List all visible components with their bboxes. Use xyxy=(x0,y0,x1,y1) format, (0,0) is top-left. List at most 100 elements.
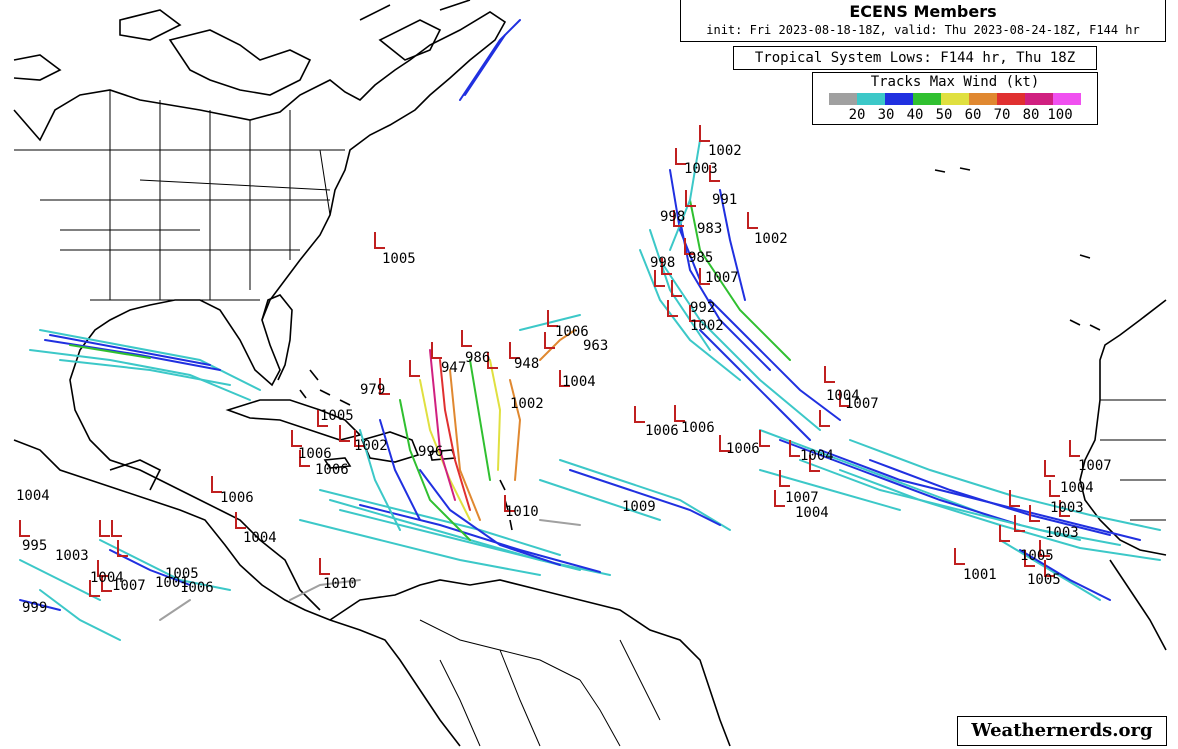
low-pressure-marker xyxy=(824,366,835,383)
pressure-label: 996 xyxy=(418,444,443,460)
low-pressure-marker xyxy=(999,525,1010,542)
pressure-label: 999 xyxy=(22,600,47,616)
pressure-label: 983 xyxy=(697,221,722,237)
low-pressure-marker xyxy=(487,352,498,369)
track-line xyxy=(19,599,61,611)
pressure-label: 1006 xyxy=(298,446,332,462)
low-pressure-marker xyxy=(954,548,965,565)
central-america xyxy=(13,439,461,747)
pressure-label: 1006 xyxy=(645,423,679,439)
system-label: Tropical System Lows: F144 hr, Thu 18Z xyxy=(754,50,1076,66)
watermark: Weathernerds.org xyxy=(957,716,1167,746)
legend-swatch xyxy=(997,93,1025,105)
low-pressure-marker xyxy=(431,342,442,359)
track-line xyxy=(759,469,901,511)
low-pressure-marker xyxy=(661,258,672,275)
pressure-label: 1004 xyxy=(795,505,829,521)
low-pressure-marker xyxy=(89,580,100,597)
track-line xyxy=(449,369,481,521)
low-pressure-marker xyxy=(97,560,108,577)
low-pressure-marker xyxy=(1059,500,1070,517)
low-pressure-marker xyxy=(1069,440,1080,457)
low-pressure-marker xyxy=(99,520,110,537)
pressure-label: 1002 xyxy=(708,143,742,159)
low-pressure-marker xyxy=(674,405,685,422)
low-pressure-marker xyxy=(789,440,800,457)
track-line xyxy=(689,199,791,361)
low-pressure-marker xyxy=(684,238,695,255)
track-line xyxy=(464,34,506,96)
track-line xyxy=(419,379,471,521)
pressure-label: 998 xyxy=(650,255,675,271)
low-pressure-marker xyxy=(235,512,246,529)
track-line xyxy=(419,469,561,566)
track-line xyxy=(1019,549,1111,601)
pressure-label: 1010 xyxy=(323,576,357,592)
track-line xyxy=(339,509,581,571)
pressure-label: 998 xyxy=(660,209,685,225)
low-pressure-marker xyxy=(1044,560,1055,577)
low-pressure-marker xyxy=(211,476,222,493)
pressure-label: 1006 xyxy=(180,580,214,596)
legend-swatch xyxy=(1025,93,1053,105)
legend-swatch xyxy=(969,93,997,105)
pressure-label: 1004 xyxy=(826,388,860,404)
track-line xyxy=(489,359,502,471)
pressure-label: 1001 xyxy=(963,567,997,583)
track-line xyxy=(559,459,731,531)
pressure-label: 1005 xyxy=(382,251,416,267)
legend-tick: 50 xyxy=(935,107,953,123)
track-line xyxy=(379,419,421,521)
low-pressure-marker xyxy=(1039,540,1050,557)
low-pressure-marker xyxy=(319,558,330,575)
pressure-label: 1002 xyxy=(754,231,788,247)
low-pressure-marker xyxy=(699,268,710,285)
low-pressure-marker xyxy=(339,425,350,442)
pressure-label: 1004 xyxy=(16,488,50,504)
track-line xyxy=(539,519,581,526)
track-line xyxy=(429,349,456,501)
track-line xyxy=(719,189,746,301)
low-pressure-marker xyxy=(774,490,785,507)
legend-swatch xyxy=(829,93,857,105)
low-pressure-marker xyxy=(317,410,328,427)
land-outlines xyxy=(13,0,1167,747)
low-pressure-marker xyxy=(747,212,758,229)
track-line xyxy=(39,329,261,391)
south-america xyxy=(329,579,731,747)
pressure-label: 1004 xyxy=(562,374,596,390)
pressure-label: 1004 xyxy=(243,530,277,546)
pressure-label: 1010 xyxy=(505,504,539,520)
low-pressure-marker xyxy=(654,270,665,287)
legend-tick: 80 xyxy=(1022,107,1040,123)
pressure-label: 1003 xyxy=(1050,500,1084,516)
track-line xyxy=(539,479,661,521)
low-pressure-marker xyxy=(291,430,302,447)
low-pressure-marker xyxy=(779,470,790,487)
jamaica xyxy=(323,457,352,469)
low-pressure-marker xyxy=(299,450,310,467)
pressure-label: 1006 xyxy=(555,324,589,340)
track-line xyxy=(19,559,101,601)
legend-swatch xyxy=(941,93,969,105)
track-line xyxy=(319,489,561,556)
legend-tick: 40 xyxy=(906,107,924,123)
track-line xyxy=(39,589,121,641)
pressure-label: 986 xyxy=(465,350,490,366)
track-line xyxy=(669,169,701,281)
track-line xyxy=(469,359,491,481)
pressure-label: 1003 xyxy=(1045,525,1079,541)
legend-tick: 60 xyxy=(964,107,982,123)
pressure-label: 1006 xyxy=(315,462,349,478)
pressure-label: 947 xyxy=(441,360,466,376)
track-line xyxy=(44,339,221,371)
low-pressure-marker xyxy=(1049,480,1060,497)
low-pressure-marker xyxy=(117,540,128,557)
pressure-label: 963 xyxy=(583,338,608,354)
low-pressure-marker xyxy=(819,410,830,427)
low-pressure-marker xyxy=(379,378,390,395)
low-pressure-marker xyxy=(839,390,850,407)
track-line xyxy=(779,439,1021,526)
low-pressure-marker xyxy=(559,370,570,387)
legend-swatch xyxy=(885,93,913,105)
